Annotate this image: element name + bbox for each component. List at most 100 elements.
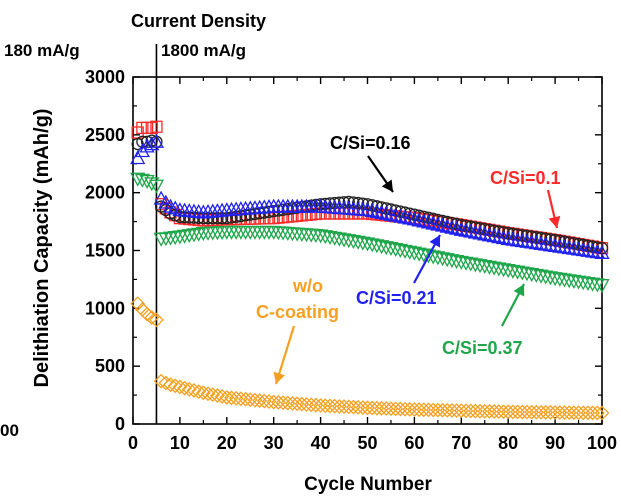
series-2 [130,133,610,259]
annotation-layer [273,155,561,385]
data-point [477,403,493,419]
x-axis-label: Cycle Number [304,474,432,495]
data-point [373,240,390,255]
data-point [467,224,483,239]
x-tick-label: 30 [264,433,284,453]
data-point [491,229,507,244]
data-point [481,227,498,242]
data-point [556,273,573,288]
data-point [397,209,413,224]
data-point [416,248,432,263]
data-point [402,401,418,417]
data-point [341,399,357,415]
data-point [566,240,582,255]
data-point [176,229,193,244]
data-point [449,254,465,270]
data-point [214,389,230,404]
data-point [510,404,525,420]
data-point [434,252,451,267]
data-point [219,389,235,405]
data-point [275,395,291,411]
data-point [421,402,436,418]
data-point [350,399,366,415]
y-tick-label: 3000 [85,67,125,87]
x-tick-label: 90 [545,433,565,453]
data-point [486,404,502,419]
data-point [425,250,441,265]
data-point [449,220,465,235]
data-point [336,233,352,248]
data-point [299,397,314,412]
data-point [561,405,577,421]
data-point [486,228,502,243]
data-point [538,236,554,251]
data-point [509,232,526,247]
data-point [313,229,329,244]
series-4 [130,296,610,421]
data-point [172,230,188,245]
data-point [303,397,319,413]
data-point [519,267,535,282]
data-point [505,264,521,279]
data-point [519,233,535,248]
data-point [453,221,469,236]
data-point [145,121,158,135]
data-point [585,277,601,292]
data-point [195,385,211,401]
data-point [167,378,183,394]
data-point [538,270,554,285]
data-point [360,400,375,416]
data-point [327,231,343,246]
data-point [406,211,422,226]
data-point [580,276,596,291]
data-point [317,230,333,245]
data-point [463,223,479,238]
data-point [439,218,455,233]
data-point [430,216,446,231]
data-point [238,391,253,407]
data-point [557,405,572,420]
data-point [430,402,446,418]
data-point [130,296,146,312]
data-point [458,403,474,419]
data-point [589,278,605,293]
data-point [495,263,512,278]
data-point [228,390,244,406]
data-point [533,269,549,284]
data-point [547,238,563,253]
data-point [163,377,178,393]
data-point [430,251,446,266]
annotation-c-si-037: C/Si=0.37 [442,338,523,358]
data-point [256,393,272,409]
data-point [552,272,568,287]
arrow-c-si-016 [367,155,394,193]
data-point [580,405,596,421]
data-point [285,395,300,411]
data-point [594,279,610,294]
data-point [561,240,577,255]
arrow-w-o-coating [273,325,296,385]
data-point [458,222,474,237]
data-point [406,246,422,261]
data-point [542,271,559,286]
data-point [500,404,516,420]
data-point [149,312,164,328]
data-point [397,244,413,259]
data-point [359,237,376,252]
data-point [327,398,343,414]
data-point [547,272,563,287]
data-point [528,268,544,283]
data-point [177,380,193,396]
data-point [392,401,408,417]
data-point [425,215,441,230]
x-tick-label: 100 [587,433,617,453]
data-point [313,398,329,413]
data-point [270,394,286,410]
x-tick-label: 10 [170,433,190,453]
chart-title: Current Density [131,11,266,31]
arrow-c-si-037 [501,283,525,327]
annotation-wo: w/o [292,276,323,296]
data-point [388,242,404,257]
data-point [444,254,460,269]
arrow-c-si-01 [546,189,561,229]
